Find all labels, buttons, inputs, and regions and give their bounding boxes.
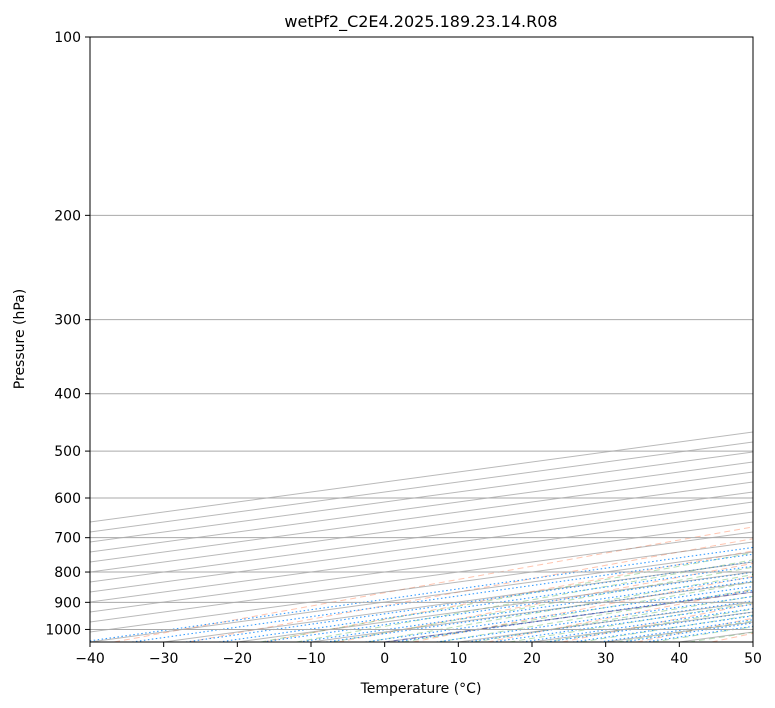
y-tick-label: 1000 <box>45 622 81 638</box>
dry-adiabat-line <box>338 562 753 642</box>
mixing-ratio-line <box>90 546 753 642</box>
y-axis-label: Pressure (hPa) <box>12 289 28 389</box>
x-tick-label: 10 <box>449 651 467 667</box>
x-tick-label: 20 <box>523 651 541 667</box>
y-tick-label: 100 <box>54 30 81 46</box>
x-tick-label: 50 <box>744 651 762 667</box>
x-tick-label: 40 <box>670 651 688 667</box>
isotherm-line <box>90 491 753 583</box>
y-tick-label: 600 <box>54 491 81 507</box>
x-tick-label: −30 <box>149 651 179 667</box>
isotherm-line <box>90 461 753 553</box>
moist-adiabat-line <box>403 581 753 642</box>
isotherm-line <box>90 501 753 593</box>
y-tick-label: 500 <box>54 444 81 460</box>
x-tick-label: −40 <box>75 651 105 667</box>
y-tick-label: 200 <box>54 208 81 224</box>
dry-adiabat-line <box>412 575 753 642</box>
isotherm-line <box>90 481 753 573</box>
moist-adiabat-line <box>367 574 753 642</box>
y-tick-label: 800 <box>54 565 81 581</box>
moist-adiabat-line <box>332 566 753 642</box>
mixing-ratio-line <box>522 608 753 642</box>
y-tick-label: 900 <box>54 595 81 611</box>
dry-adiabat-line <box>114 526 753 642</box>
mixing-ratio-line <box>436 595 753 642</box>
x-tick-label: 30 <box>597 651 615 667</box>
y-tick-label: 400 <box>54 387 81 403</box>
moist-adiabat-line <box>438 588 753 642</box>
y-tick-label: 300 <box>54 313 81 329</box>
mixing-ratio-line <box>131 553 753 642</box>
x-axis-label: Temperature (°C) <box>360 681 482 697</box>
x-tick-label: 0 <box>380 651 389 667</box>
dry-adiabat-line <box>188 538 753 642</box>
chart-title: wetPf2_C2E4.2025.189.23.14.R08 <box>284 12 557 32</box>
y-tick-label: 700 <box>54 531 81 547</box>
isotherm-line <box>90 531 753 623</box>
isotherm-line <box>90 471 753 563</box>
plot-frame <box>89 36 754 643</box>
mixing-ratio-line <box>492 603 753 642</box>
grid-layer <box>90 37 753 642</box>
isotherm-line <box>90 451 753 543</box>
axis-layer: −40 −30 −20 −10 0 10 20 30 40 50 100 200 300 400 500 60… <box>45 30 762 667</box>
isotherm-line <box>90 521 753 613</box>
x-tick-label: −10 <box>296 651 326 667</box>
isotherm-line <box>90 511 753 603</box>
x-tick-label: −20 <box>223 651 253 667</box>
